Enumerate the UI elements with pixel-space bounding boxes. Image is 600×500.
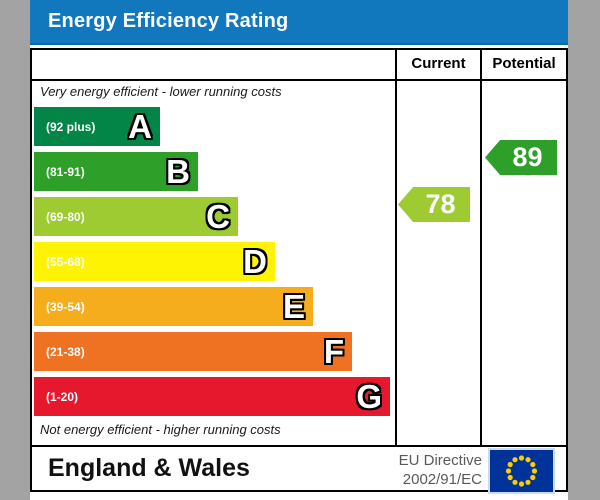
eu-directive-label: EU Directive 2002/91/EC [330,451,482,489]
band-a-letter: A [128,108,152,145]
eu-directive-line1: EU Directive [398,452,482,469]
footer-region-label: England & Wales [48,454,250,482]
band-c-letter: C [206,198,230,235]
band-c-range: (69-80) [46,209,85,224]
chart-title-bar: Energy Efficiency Rating [30,0,568,45]
chart-frame [30,48,568,492]
band-f-range: (21-38) [46,344,85,359]
potential-rating-value: 89 [512,142,543,172]
band-a: (92 plus) A [34,107,160,146]
band-f: (21-38) F [34,332,352,371]
band-b-letter: B [166,153,190,190]
band-c: (69-80) C [34,197,238,236]
band-d-range: (55-68) [46,254,85,269]
band-d: (55-68) D [34,242,275,281]
column-header-current: Current [411,55,466,72]
band-d-letter: D [243,243,267,280]
column-header-potential: Potential [492,55,556,72]
band-e-letter: E [282,288,305,325]
band-g: (1-20) G [34,377,390,416]
page-title: Energy Efficiency Rating [48,10,289,32]
potential-rating-marker: 89 [485,140,557,175]
band-f-letter: F [323,333,344,370]
band-b-range: (81-91) [46,164,85,179]
current-rating-value: 78 [425,189,456,219]
footer-row-divider [30,445,568,447]
column-divider-current [395,48,397,445]
note-not-efficient: Not energy efficient - higher running co… [40,422,281,437]
eu-directive-line2: 2002/91/EC [402,471,482,488]
band-e-range: (39-54) [46,299,85,314]
band-g-range: (1-20) [46,389,79,404]
eu-flag-icon [490,450,553,492]
current-rating-marker: 78 [398,187,470,222]
column-divider-potential [480,48,482,445]
band-a-range: (92 plus) [46,119,96,134]
band-e: (39-54) E [34,287,313,326]
band-g-letter: G [356,378,382,415]
band-b: (81-91) B [34,152,198,191]
note-very-efficient: Very energy efficient - lower running co… [40,84,282,99]
header-row-divider [30,79,568,81]
